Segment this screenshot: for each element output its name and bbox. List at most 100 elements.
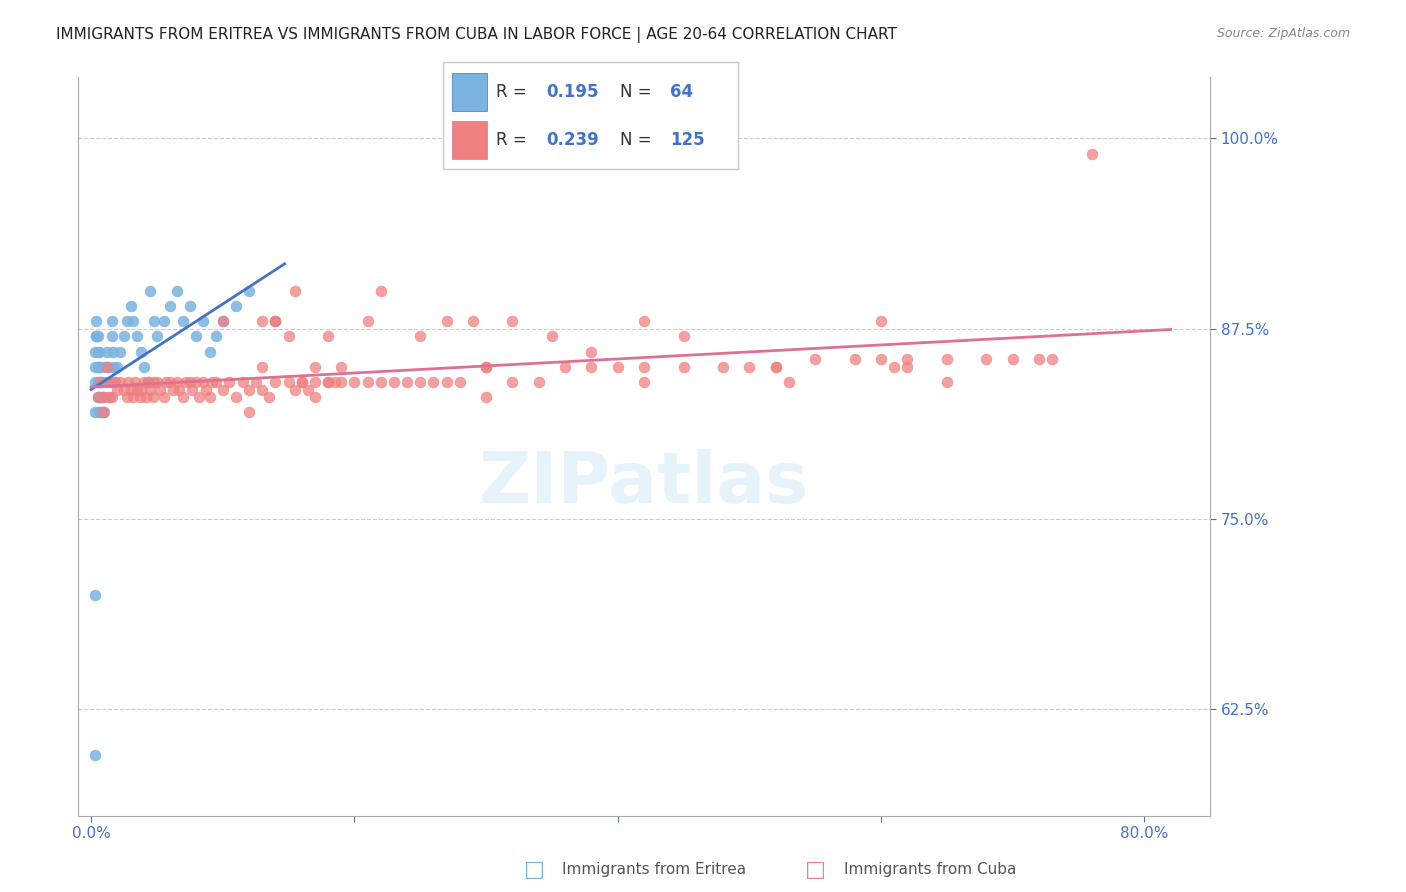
Point <box>96 344 118 359</box>
Point <box>129 344 152 359</box>
Point <box>186 375 208 389</box>
Point <box>1028 352 1050 367</box>
Point <box>91 390 114 404</box>
Point <box>146 375 169 389</box>
Point <box>139 284 162 298</box>
Point <box>252 383 274 397</box>
Point <box>225 299 247 313</box>
Text: 125: 125 <box>671 130 704 148</box>
Point <box>179 375 201 389</box>
Text: Immigrants from Eritrea: Immigrants from Eritrea <box>562 863 747 877</box>
Point <box>100 375 122 389</box>
Point <box>127 329 149 343</box>
Point <box>297 383 319 397</box>
Point <box>166 375 188 389</box>
Point <box>409 329 432 343</box>
Point <box>201 375 224 389</box>
Point <box>1080 146 1102 161</box>
Point <box>211 383 233 397</box>
Point <box>449 375 471 389</box>
Point <box>198 390 221 404</box>
Point <box>225 390 247 404</box>
Point <box>108 344 131 359</box>
Point <box>142 390 165 404</box>
Point <box>128 390 150 404</box>
Point <box>277 375 299 389</box>
Point <box>159 375 181 389</box>
Point <box>284 284 307 298</box>
Point <box>935 375 957 389</box>
Point <box>581 344 603 359</box>
Point <box>211 314 233 328</box>
Point <box>87 405 110 419</box>
Point <box>86 329 108 343</box>
Bar <box>451 121 486 159</box>
Point <box>97 390 120 404</box>
Point <box>84 375 107 389</box>
Point <box>436 314 458 328</box>
Point <box>264 314 287 328</box>
Bar <box>451 73 486 111</box>
Point <box>169 383 191 397</box>
Point <box>86 314 108 328</box>
Point <box>186 329 208 343</box>
Point <box>804 352 827 367</box>
Point <box>1001 352 1024 367</box>
Text: N =: N = <box>620 130 657 148</box>
Point <box>89 390 111 404</box>
Point <box>304 375 326 389</box>
Point <box>172 314 194 328</box>
Point <box>672 329 695 343</box>
Point <box>475 359 498 374</box>
Point <box>277 329 299 343</box>
Point <box>316 329 339 343</box>
Point <box>191 375 214 389</box>
Point <box>291 375 314 389</box>
Point <box>436 375 458 389</box>
Point <box>896 359 918 374</box>
Point <box>194 383 217 397</box>
Point <box>112 329 135 343</box>
Point <box>84 405 107 419</box>
Point <box>86 390 108 404</box>
Point <box>316 375 339 389</box>
Point <box>672 359 695 374</box>
Text: IMMIGRANTS FROM ERITREA VS IMMIGRANTS FROM CUBA IN LABOR FORCE | AGE 20-64 CORRE: IMMIGRANTS FROM ERITREA VS IMMIGRANTS FR… <box>56 27 897 43</box>
Point <box>84 588 107 602</box>
Point <box>844 352 866 367</box>
Point <box>108 375 131 389</box>
Point <box>155 375 177 389</box>
Point <box>304 359 326 374</box>
Point <box>86 329 108 343</box>
Point <box>124 375 146 389</box>
Point <box>238 383 260 397</box>
Point <box>211 314 233 328</box>
Point <box>104 375 127 389</box>
Point <box>100 375 122 389</box>
Point <box>94 375 117 389</box>
Point <box>475 359 498 374</box>
Point <box>396 375 419 389</box>
Point <box>96 359 118 374</box>
Point <box>501 375 523 389</box>
Point <box>152 390 174 404</box>
Point <box>93 359 115 374</box>
Point <box>107 359 129 374</box>
Point <box>179 299 201 313</box>
Point <box>132 359 155 374</box>
Point <box>765 359 787 374</box>
Point <box>86 359 108 374</box>
Point <box>89 375 111 389</box>
Point <box>935 352 957 367</box>
Point <box>86 375 108 389</box>
Point <box>778 375 800 389</box>
Point <box>166 284 188 298</box>
Point <box>90 390 112 404</box>
Text: Immigrants from Cuba: Immigrants from Cuba <box>844 863 1017 877</box>
Text: Source: ZipAtlas.com: Source: ZipAtlas.com <box>1216 27 1350 40</box>
Point <box>181 383 204 397</box>
Point <box>382 375 405 389</box>
Point <box>896 352 918 367</box>
Point <box>98 390 121 404</box>
Point <box>86 329 108 343</box>
